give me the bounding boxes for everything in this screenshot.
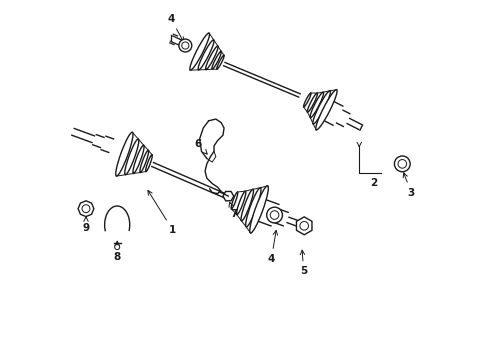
Ellipse shape	[249, 186, 268, 233]
Text: 4: 4	[267, 230, 277, 264]
Ellipse shape	[231, 192, 237, 209]
Ellipse shape	[145, 155, 152, 172]
Circle shape	[266, 207, 282, 223]
Text: 8: 8	[113, 241, 121, 262]
Ellipse shape	[236, 191, 245, 215]
Circle shape	[394, 156, 409, 172]
Circle shape	[82, 205, 90, 213]
Ellipse shape	[124, 139, 139, 175]
Ellipse shape	[133, 145, 144, 174]
Circle shape	[182, 42, 188, 49]
Text: 1: 1	[148, 190, 176, 235]
Text: 2: 2	[369, 178, 376, 188]
Ellipse shape	[315, 90, 336, 130]
Text: 7: 7	[228, 202, 237, 219]
Ellipse shape	[140, 150, 148, 172]
Ellipse shape	[245, 188, 261, 227]
Circle shape	[299, 221, 308, 230]
Polygon shape	[296, 217, 311, 235]
Ellipse shape	[205, 46, 218, 70]
Text: 9: 9	[82, 217, 89, 233]
Text: 4: 4	[167, 14, 183, 42]
Polygon shape	[78, 201, 94, 217]
Ellipse shape	[116, 132, 133, 176]
Ellipse shape	[303, 93, 310, 107]
Text: 5: 5	[300, 250, 306, 276]
Circle shape	[397, 159, 406, 168]
Ellipse shape	[312, 91, 330, 124]
Circle shape	[115, 244, 120, 249]
Ellipse shape	[241, 189, 253, 221]
Circle shape	[179, 39, 191, 52]
Circle shape	[270, 211, 278, 219]
Ellipse shape	[306, 93, 317, 112]
Ellipse shape	[309, 92, 323, 118]
Ellipse shape	[216, 55, 224, 69]
Text: 3: 3	[403, 173, 414, 198]
Ellipse shape	[198, 40, 214, 70]
Ellipse shape	[189, 33, 209, 70]
Text: 6: 6	[194, 139, 207, 154]
Polygon shape	[223, 192, 233, 201]
Ellipse shape	[211, 51, 221, 69]
